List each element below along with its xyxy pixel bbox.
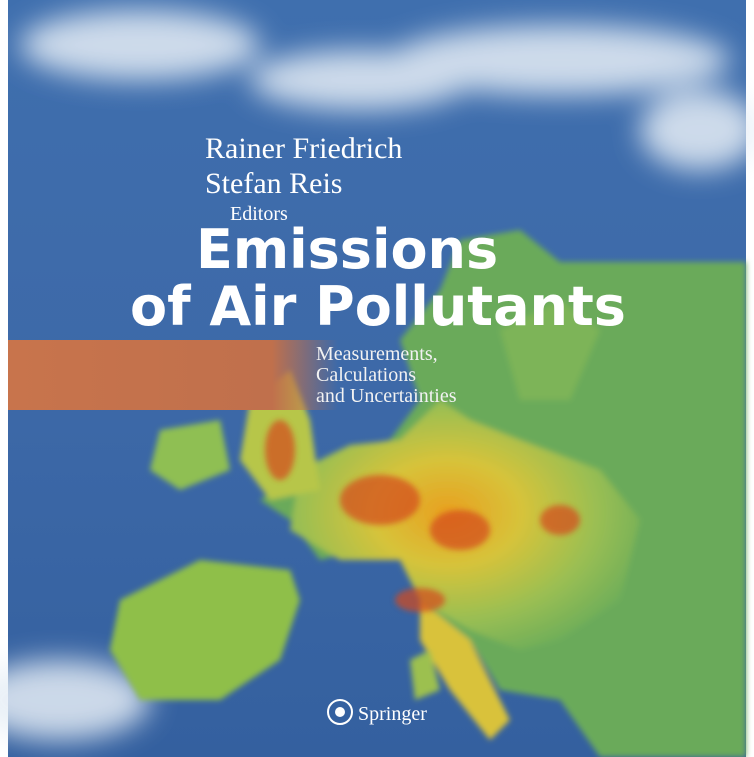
author: Stefan Reis <box>205 167 342 200</box>
title-line: of Air Pollutants <box>130 275 626 338</box>
subtitle-line: Calculations <box>316 364 416 386</box>
title-line: Emissions <box>196 218 498 281</box>
book-cover: Rainer Friedrich Stefan Reis Editors Emi… <box>0 0 754 757</box>
author: Rainer Friedrich <box>205 132 402 165</box>
publisher: Springer <box>358 703 427 725</box>
page: Rainer Friedrich Stefan Reis Editors Emi… <box>0 0 754 757</box>
subtitle-line: and Uncertainties <box>316 385 457 407</box>
subtitle-line: Measurements, <box>316 343 438 365</box>
orange-band <box>8 340 338 410</box>
